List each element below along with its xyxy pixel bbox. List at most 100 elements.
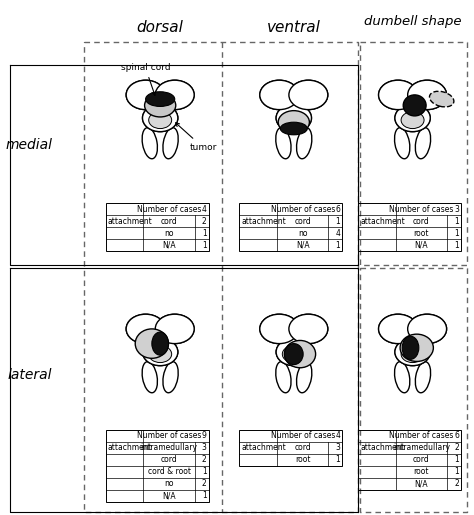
Text: 3: 3 bbox=[336, 443, 340, 453]
Ellipse shape bbox=[276, 105, 311, 132]
Bar bbox=[358, 430, 461, 490]
Bar bbox=[239, 430, 342, 466]
Ellipse shape bbox=[401, 346, 424, 363]
Text: Number of cases: Number of cases bbox=[137, 204, 201, 214]
Text: root: root bbox=[414, 468, 429, 476]
Text: dorsal: dorsal bbox=[137, 21, 183, 36]
Text: 2: 2 bbox=[202, 216, 207, 226]
Text: N/A: N/A bbox=[415, 241, 428, 249]
Ellipse shape bbox=[278, 111, 310, 134]
Bar bbox=[239, 203, 342, 251]
Text: cord: cord bbox=[413, 455, 430, 465]
Text: attachment: attachment bbox=[108, 443, 153, 453]
Text: tumor: tumor bbox=[176, 123, 217, 152]
Text: N/A: N/A bbox=[162, 491, 176, 501]
Text: medial: medial bbox=[6, 138, 53, 152]
Text: no: no bbox=[298, 229, 308, 237]
Text: dumbell shape: dumbell shape bbox=[364, 15, 461, 28]
Text: attachment: attachment bbox=[360, 216, 405, 226]
Text: cord: cord bbox=[161, 455, 177, 465]
Ellipse shape bbox=[297, 362, 312, 393]
Text: attachment: attachment bbox=[241, 443, 286, 453]
Ellipse shape bbox=[149, 112, 172, 129]
Ellipse shape bbox=[408, 80, 447, 110]
Ellipse shape bbox=[402, 336, 419, 359]
Text: attachment: attachment bbox=[360, 443, 405, 453]
Ellipse shape bbox=[135, 329, 168, 358]
Ellipse shape bbox=[276, 105, 311, 132]
Ellipse shape bbox=[126, 80, 165, 110]
Ellipse shape bbox=[408, 80, 447, 110]
Text: root: root bbox=[414, 229, 429, 237]
Text: no: no bbox=[164, 479, 174, 489]
Ellipse shape bbox=[289, 314, 328, 344]
Ellipse shape bbox=[126, 80, 165, 110]
Ellipse shape bbox=[143, 338, 178, 366]
Ellipse shape bbox=[401, 112, 424, 129]
Ellipse shape bbox=[149, 346, 172, 363]
Text: 1: 1 bbox=[202, 468, 207, 476]
Ellipse shape bbox=[379, 314, 418, 344]
Ellipse shape bbox=[155, 80, 194, 110]
Ellipse shape bbox=[163, 128, 178, 159]
Ellipse shape bbox=[276, 362, 291, 393]
Ellipse shape bbox=[283, 112, 305, 129]
Ellipse shape bbox=[276, 338, 311, 366]
Text: Number of cases: Number of cases bbox=[389, 204, 454, 214]
Ellipse shape bbox=[283, 346, 305, 363]
Text: no: no bbox=[164, 229, 174, 237]
Ellipse shape bbox=[126, 314, 165, 344]
Text: root: root bbox=[295, 455, 310, 465]
Text: 1: 1 bbox=[455, 216, 459, 226]
Ellipse shape bbox=[260, 80, 299, 110]
Ellipse shape bbox=[379, 80, 418, 110]
Ellipse shape bbox=[379, 80, 418, 110]
Ellipse shape bbox=[276, 338, 311, 366]
Ellipse shape bbox=[283, 112, 305, 129]
Ellipse shape bbox=[283, 346, 305, 363]
Text: 4: 4 bbox=[202, 204, 207, 214]
Bar bbox=[106, 430, 209, 502]
Text: 1: 1 bbox=[336, 216, 340, 226]
Text: 6: 6 bbox=[454, 432, 459, 440]
Text: 2: 2 bbox=[455, 443, 459, 453]
Text: 1: 1 bbox=[455, 229, 459, 237]
Ellipse shape bbox=[149, 346, 172, 363]
Ellipse shape bbox=[395, 105, 430, 132]
Text: 2: 2 bbox=[202, 455, 207, 465]
Text: 1: 1 bbox=[202, 229, 207, 237]
Text: Number of cases: Number of cases bbox=[137, 432, 201, 440]
Text: spinal cord: spinal cord bbox=[120, 63, 170, 95]
Bar bbox=[106, 203, 209, 251]
Ellipse shape bbox=[260, 80, 299, 110]
Text: ventral: ventral bbox=[267, 21, 321, 36]
Ellipse shape bbox=[126, 314, 165, 344]
Text: 9: 9 bbox=[202, 432, 207, 440]
Text: 2: 2 bbox=[202, 479, 207, 489]
Text: cord: cord bbox=[413, 216, 430, 226]
Text: intramedullary: intramedullary bbox=[393, 443, 450, 453]
Text: Number of cases: Number of cases bbox=[271, 432, 335, 440]
Ellipse shape bbox=[155, 314, 194, 344]
Text: 1: 1 bbox=[202, 491, 207, 501]
Ellipse shape bbox=[289, 80, 328, 110]
Ellipse shape bbox=[142, 362, 157, 393]
Ellipse shape bbox=[276, 128, 291, 159]
Text: attachment: attachment bbox=[108, 216, 153, 226]
Text: 3: 3 bbox=[454, 204, 459, 214]
Ellipse shape bbox=[408, 314, 447, 344]
Text: 1: 1 bbox=[336, 455, 340, 465]
Text: 4: 4 bbox=[336, 229, 340, 237]
Text: N/A: N/A bbox=[415, 479, 428, 489]
Ellipse shape bbox=[142, 128, 157, 159]
Text: cord & root: cord & root bbox=[147, 468, 191, 476]
Text: 2: 2 bbox=[455, 479, 459, 489]
Text: cord: cord bbox=[161, 216, 177, 226]
Text: attachment: attachment bbox=[241, 216, 286, 226]
Ellipse shape bbox=[400, 334, 433, 362]
Ellipse shape bbox=[401, 346, 424, 363]
Ellipse shape bbox=[143, 105, 178, 132]
Text: intramedullary: intramedullary bbox=[141, 443, 198, 453]
Text: Number of cases: Number of cases bbox=[271, 204, 335, 214]
Text: 1: 1 bbox=[455, 468, 459, 476]
